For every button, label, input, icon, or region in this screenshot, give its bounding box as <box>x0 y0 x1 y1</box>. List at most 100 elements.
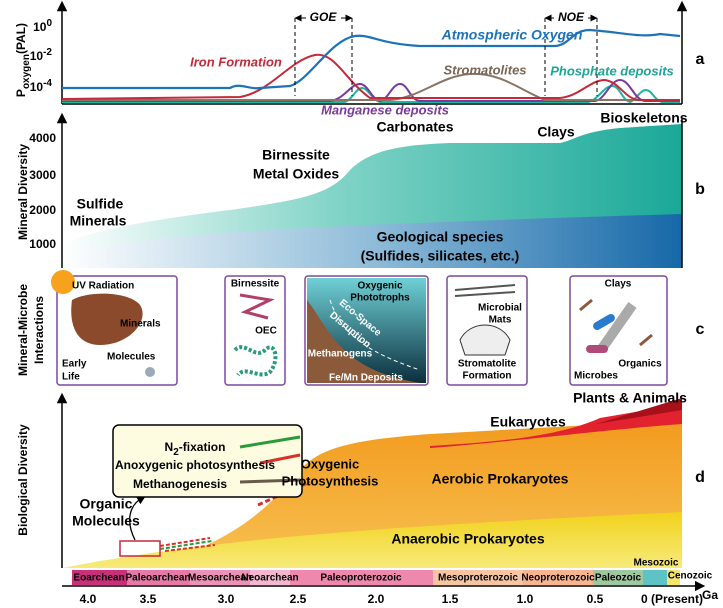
x-unit: Ga <box>702 588 718 602</box>
eon-label: Mesozoic <box>633 558 678 569</box>
y-tick-label: 1000 <box>29 237 56 251</box>
stromatolite-curve <box>62 72 680 101</box>
y-axis-label: Biological Diversity <box>16 424 30 536</box>
eon-segment <box>72 570 127 585</box>
oxygenic-label: Photosynthesis <box>282 473 379 488</box>
x-tick-label: 3.5 <box>140 592 157 606</box>
box-text: Life <box>62 372 80 383</box>
x-tick-label: 4.0 <box>80 592 97 606</box>
eon-label: Neoproterozoic <box>521 573 595 584</box>
eon-label: Neoarchean <box>241 573 298 584</box>
disruption-line <box>329 299 421 371</box>
eukaryotes-label: Eukaryotes <box>490 414 566 430</box>
panel-letter: b <box>695 181 705 198</box>
eon-segment <box>190 570 250 585</box>
anaerobic-area <box>62 512 682 568</box>
eukaryote-area <box>430 404 682 448</box>
birnessite-label: Metal Oxides <box>253 166 340 182</box>
x-tick-label: 0 (Present) <box>641 592 703 606</box>
organic-icon <box>579 298 653 347</box>
mat-icon <box>454 284 516 297</box>
eon-segment <box>593 570 643 585</box>
eon-label: Mesoarchean <box>188 573 252 584</box>
eon-label: Cenozoic <box>668 571 713 582</box>
panel-d: N2-fixation Anoxygenic photosynthesis Me… <box>16 390 718 606</box>
phosphate-curve <box>62 84 680 104</box>
eon-label: Paleoarchean <box>125 573 190 584</box>
eon-segment <box>127 570 190 585</box>
box-text: Microbes <box>574 371 618 382</box>
aerobic-label: Aerobic Prokaryotes <box>432 471 569 487</box>
clay-icon <box>596 302 637 353</box>
box-text: Methanogens <box>308 349 373 360</box>
birnessite-label: Birnessite <box>262 147 330 163</box>
eon-segment <box>433 570 523 585</box>
iron-label: Iron Formation <box>190 54 282 69</box>
x-tick-label: 1.0 <box>517 592 534 606</box>
y-tick-label: 100 <box>33 18 52 35</box>
zoom-arrow <box>129 495 146 541</box>
panel-letter: c <box>696 321 705 338</box>
iron-formation-curve <box>61 53 680 101</box>
box-text: UV Radiation <box>72 281 134 292</box>
goe-label: GOE <box>310 10 338 24</box>
geological-label: (Sulfides, silicates, etc.) <box>361 248 520 264</box>
x-tick-label: 2.5 <box>290 592 307 606</box>
manganese-curve <box>62 78 680 103</box>
oxygenic-line <box>257 480 311 507</box>
early-lines <box>159 537 216 552</box>
eon-label: Paleoproterozoic <box>320 573 402 584</box>
y-tick-label: 10-4 <box>30 78 53 95</box>
inset-text: Anoxygenic photosynthesis <box>115 458 275 472</box>
eon-label: Paleozoic <box>595 573 642 584</box>
box-text: Early <box>62 359 87 370</box>
y-axis-label: Mineral Diversity <box>16 144 30 240</box>
inset-text: Methanogenesis <box>133 477 227 491</box>
mineral-icon <box>71 293 143 345</box>
geological-area <box>62 214 682 268</box>
organic-label: Molecules <box>72 513 140 529</box>
y-axis-label: Poxygen(PAL) <box>14 23 31 97</box>
x-tick-label: 0.5 <box>587 592 604 606</box>
eon-segment <box>250 570 290 585</box>
box-text: OEC <box>255 326 277 337</box>
seafloor <box>307 300 420 383</box>
eon-segment <box>643 570 667 585</box>
box-text: Formation <box>463 371 512 382</box>
box-text: Minerals <box>120 319 161 330</box>
inset-text: N2-fixation <box>165 440 226 457</box>
eon-segment <box>523 570 593 585</box>
plants-label: Plants & Animals <box>573 390 687 406</box>
inset-line <box>239 478 301 484</box>
manganese-label: Manganese deposits <box>321 102 449 117</box>
clays-label: Clays <box>537 124 575 140</box>
panel-letter: d <box>695 469 705 486</box>
sulfide-label: Sulfide <box>77 196 124 212</box>
box-text: Microbial <box>478 303 522 314</box>
oxygenic-label: Oxygenic <box>301 456 360 471</box>
box-text: Birnessite <box>231 279 280 290</box>
box-text: Oxygenic <box>357 281 402 292</box>
eon-label: Eoarchean <box>73 573 124 584</box>
stromatolite-label: Stromatolites <box>443 62 526 77</box>
oxygen-curve <box>62 28 681 90</box>
microbe-icon <box>586 345 608 353</box>
inset-line <box>239 435 301 449</box>
panel-c: Mineral-Microbe Interactions UV Radiatio… <box>16 270 705 386</box>
y-tick-label: 2000 <box>29 203 56 217</box>
sun-icon <box>51 270 75 294</box>
box-text: Organics <box>618 359 662 370</box>
phosphate-label: Phosphate deposits <box>550 63 674 78</box>
noe-label: NOE <box>558 10 585 24</box>
stromatolite-icon <box>459 324 511 356</box>
early-lines <box>159 540 213 550</box>
microbe-icon <box>593 314 615 330</box>
inset-box <box>112 424 303 498</box>
eon-label: Mesoproterozoic <box>438 573 518 584</box>
anaerobic-label: Anaerobic Prokaryotes <box>391 531 544 547</box>
oec-icon <box>233 345 278 377</box>
inset-line <box>259 453 301 465</box>
birnessite-icon <box>239 293 275 320</box>
y-tick-label: 10-2 <box>30 47 53 64</box>
